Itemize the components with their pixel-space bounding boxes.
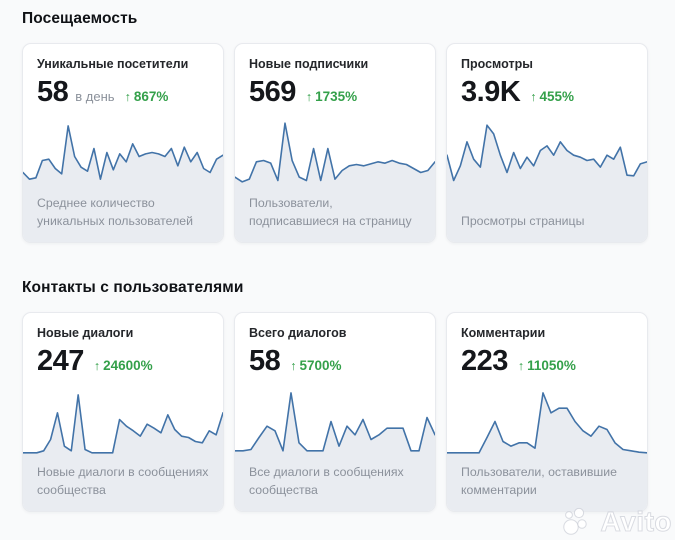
- metric-row: 223 ↑ 11050%: [461, 347, 633, 376]
- change-badge: ↑ 1735%: [306, 89, 357, 104]
- card-total-dialogs: Всего диалогов 58 ↑ 5700% Все диалоги в с…: [234, 312, 436, 512]
- up-arrow-icon: ↑: [530, 90, 537, 104]
- card-caption: Просмотры страницы: [447, 189, 647, 242]
- card-caption: Пользователи, оставившие комментарии: [447, 458, 647, 511]
- card-header: Всего диалогов 58 ↑ 5700%: [235, 313, 435, 376]
- sparkline-chart: [447, 384, 647, 458]
- section-contacts: Контакты с пользователями Новые диалоги …: [22, 279, 648, 512]
- card-caption: Среднее количество уникальных пользовате…: [23, 189, 223, 242]
- card-caption-text: Среднее количество уникальных пользовате…: [37, 196, 193, 229]
- sparkline-chart: [23, 115, 223, 189]
- card-caption-text: Просмотры страницы: [461, 214, 585, 229]
- section-traffic: Посещаемость Уникальные посетители 58 в …: [22, 10, 648, 243]
- up-arrow-icon: ↑: [305, 90, 313, 104]
- card-title: Комментарии: [461, 326, 546, 340]
- sparkline-chart: [235, 115, 435, 189]
- card-unit: в день: [75, 89, 115, 104]
- sparkline-chart: [235, 384, 435, 458]
- card-header: Новые подписчики 569 ↑ 1735%: [235, 44, 435, 107]
- up-arrow-icon: ↑: [93, 359, 101, 373]
- card-value: 58: [37, 76, 69, 108]
- card-caption: Новые диалоги в сообщениях сообщества: [23, 458, 223, 511]
- change-value: 455%: [539, 89, 575, 104]
- card-title: Просмотры: [461, 57, 533, 71]
- change-value: 867%: [133, 89, 169, 104]
- card-value: 223: [461, 345, 508, 377]
- card-caption-text: Новые диалоги в сообщениях сообщества: [37, 465, 209, 498]
- card-new-dialogs: Новые диалоги 247 ↑ 24600% Новые диалоги …: [22, 312, 224, 512]
- card-header: Комментарии 223 ↑ 11050%: [447, 313, 647, 376]
- card-comments: Комментарии 223 ↑ 11050% Пользователи, ос…: [446, 312, 648, 512]
- change-value: 11050%: [527, 358, 576, 373]
- metric-row: 58 ↑ 5700%: [249, 347, 421, 376]
- card-value: 3.9K: [461, 76, 521, 108]
- change-value: 1735%: [315, 89, 358, 104]
- section-title-traffic: Посещаемость: [22, 10, 138, 27]
- card-value: 247: [37, 345, 84, 377]
- change-value: 24600%: [103, 358, 153, 373]
- sparkline-chart: [447, 115, 647, 189]
- up-arrow-icon: ↑: [124, 90, 131, 104]
- card-title: Новые подписчики: [249, 57, 369, 71]
- change-value: 5700%: [299, 358, 342, 373]
- card-header: Уникальные посетители 58 в день ↑ 867%: [23, 44, 223, 107]
- card-new-subscribers: Новые подписчики 569 ↑ 1735% Пользователи…: [234, 43, 436, 243]
- up-arrow-icon: ↑: [517, 359, 525, 373]
- card-title: Всего диалогов: [249, 326, 347, 340]
- cards-row-contacts: Новые диалоги 247 ↑ 24600% Новые диалоги …: [22, 312, 648, 512]
- card-title: Новые диалоги: [37, 326, 134, 340]
- change-badge: ↑ 867%: [125, 89, 169, 104]
- sparkline-chart: [23, 384, 223, 458]
- card-header: Новые диалоги 247 ↑ 24600%: [23, 313, 223, 376]
- up-arrow-icon: ↑: [290, 359, 297, 373]
- section-title-contacts: Контакты с пользователями: [22, 279, 244, 296]
- card-caption-text: Все диалоги в сообщениях сообщества: [249, 465, 404, 498]
- card-caption-text: Пользователи, оставившие комментарии: [461, 465, 617, 498]
- cards-row-traffic: Уникальные посетители 58 в день ↑ 867% Ср…: [22, 43, 648, 243]
- change-badge: ↑ 455%: [530, 89, 574, 104]
- card-unique-visitors: Уникальные посетители 58 в день ↑ 867% Ср…: [22, 43, 224, 243]
- card-caption: Пользователи, подписавшиеся на страницу: [235, 189, 435, 242]
- metric-row: 58 в день ↑ 867%: [37, 78, 209, 107]
- metric-row: 247 ↑ 24600%: [37, 347, 209, 376]
- card-views: Просмотры 3.9K ↑ 455% Просмотры страницы: [446, 43, 648, 243]
- change-badge: ↑ 11050%: [518, 358, 576, 373]
- change-badge: ↑ 5700%: [290, 358, 341, 373]
- card-value: 58: [249, 345, 281, 377]
- change-badge: ↑ 24600%: [94, 358, 153, 373]
- metric-row: 3.9K ↑ 455%: [461, 78, 633, 107]
- card-value: 569: [249, 76, 296, 108]
- card-caption-text: Пользователи, подписавшиеся на страницу: [249, 196, 412, 229]
- card-title: Уникальные посетители: [37, 57, 189, 71]
- card-header: Просмотры 3.9K ↑ 455%: [447, 44, 647, 107]
- metric-row: 569 ↑ 1735%: [249, 78, 421, 107]
- card-caption: Все диалоги в сообщениях сообщества: [235, 458, 435, 511]
